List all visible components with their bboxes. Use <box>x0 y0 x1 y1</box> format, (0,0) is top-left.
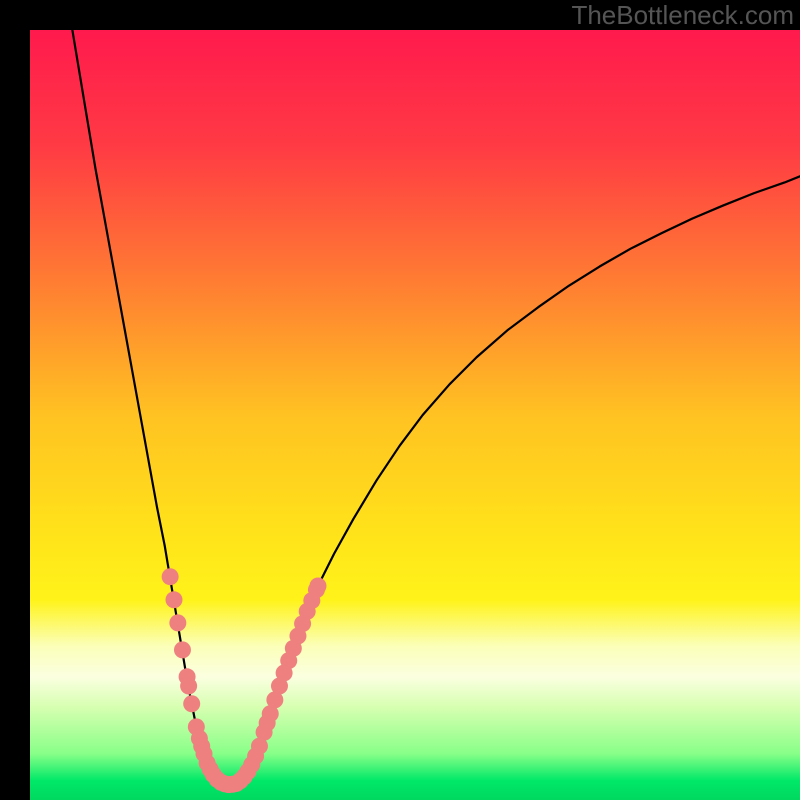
plot-area <box>30 30 800 800</box>
plot-svg <box>30 30 800 800</box>
data-marker <box>165 591 182 608</box>
watermark-text: TheBottleneck.com <box>571 0 794 31</box>
data-marker <box>183 695 200 712</box>
chart-frame: TheBottleneck.com <box>0 0 800 800</box>
data-marker <box>309 577 326 594</box>
data-marker <box>180 678 197 695</box>
curve <box>230 176 800 784</box>
curve <box>72 30 230 785</box>
data-marker <box>162 568 179 585</box>
data-marker <box>169 614 186 631</box>
data-marker <box>174 641 191 658</box>
